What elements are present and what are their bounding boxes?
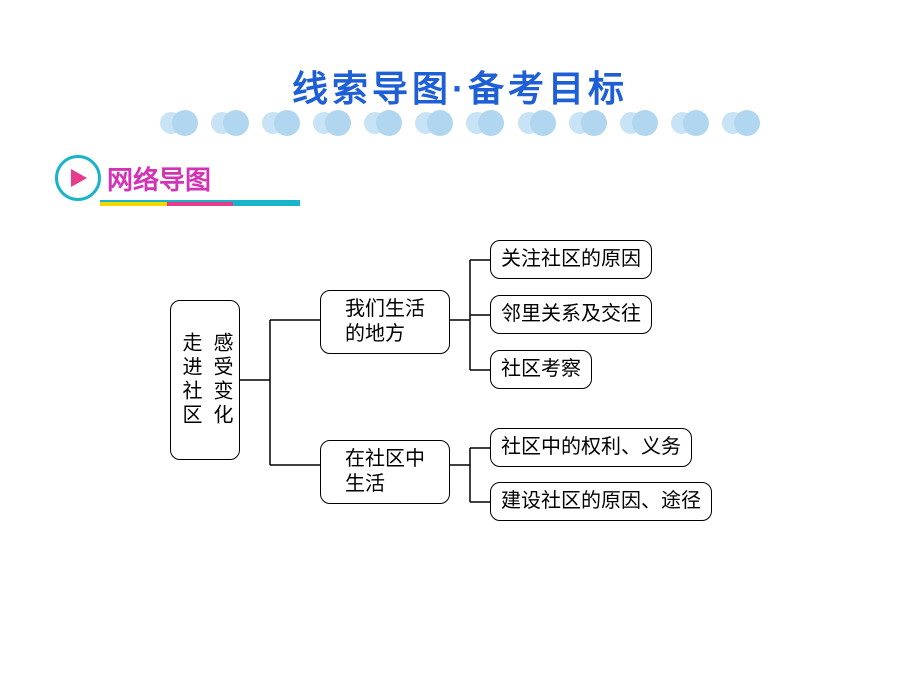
branch-2-line2: 生活 <box>345 472 425 497</box>
diagram-leaf-1: 关注社区的原因 <box>490 240 652 279</box>
page-title: 线索导图·备考目标 <box>292 60 628 112</box>
branch-2-line1: 在社区中 <box>345 447 425 472</box>
diagram-leaf-4: 社区中的权利、义务 <box>490 428 692 467</box>
diagram-branch-1: 我们生活 的地方 <box>320 290 450 354</box>
badge-circle-icon <box>55 155 101 201</box>
branch-1-line1: 我们生活 <box>345 297 425 322</box>
arrow-right-icon <box>71 169 87 187</box>
root-col1: 走进社区 <box>177 332 202 428</box>
diagram-leaf-5: 建设社区的原因、途径 <box>490 482 712 521</box>
diagram-root-node: 走进社区 感受变化 <box>170 300 240 460</box>
root-col2: 感受变化 <box>208 332 233 428</box>
mindmap-diagram: 走进社区 感受变化 我们生活 的地方 在社区中 生活 关注社区的原因 邻里关系及… <box>170 230 770 570</box>
diagram-leaf-2: 邻里关系及交往 <box>490 295 652 334</box>
section-underline <box>100 200 300 206</box>
diagram-leaf-3: 社区考察 <box>490 350 592 389</box>
page-title-wrap: 线索导图·备考目标 <box>0 60 920 112</box>
section-header: 网络导图 <box>55 155 211 201</box>
title-decoration-clouds <box>160 110 760 134</box>
section-title: 网络导图 <box>107 160 211 197</box>
branch-1-line2: 的地方 <box>345 322 425 347</box>
diagram-branch-2: 在社区中 生活 <box>320 440 450 504</box>
